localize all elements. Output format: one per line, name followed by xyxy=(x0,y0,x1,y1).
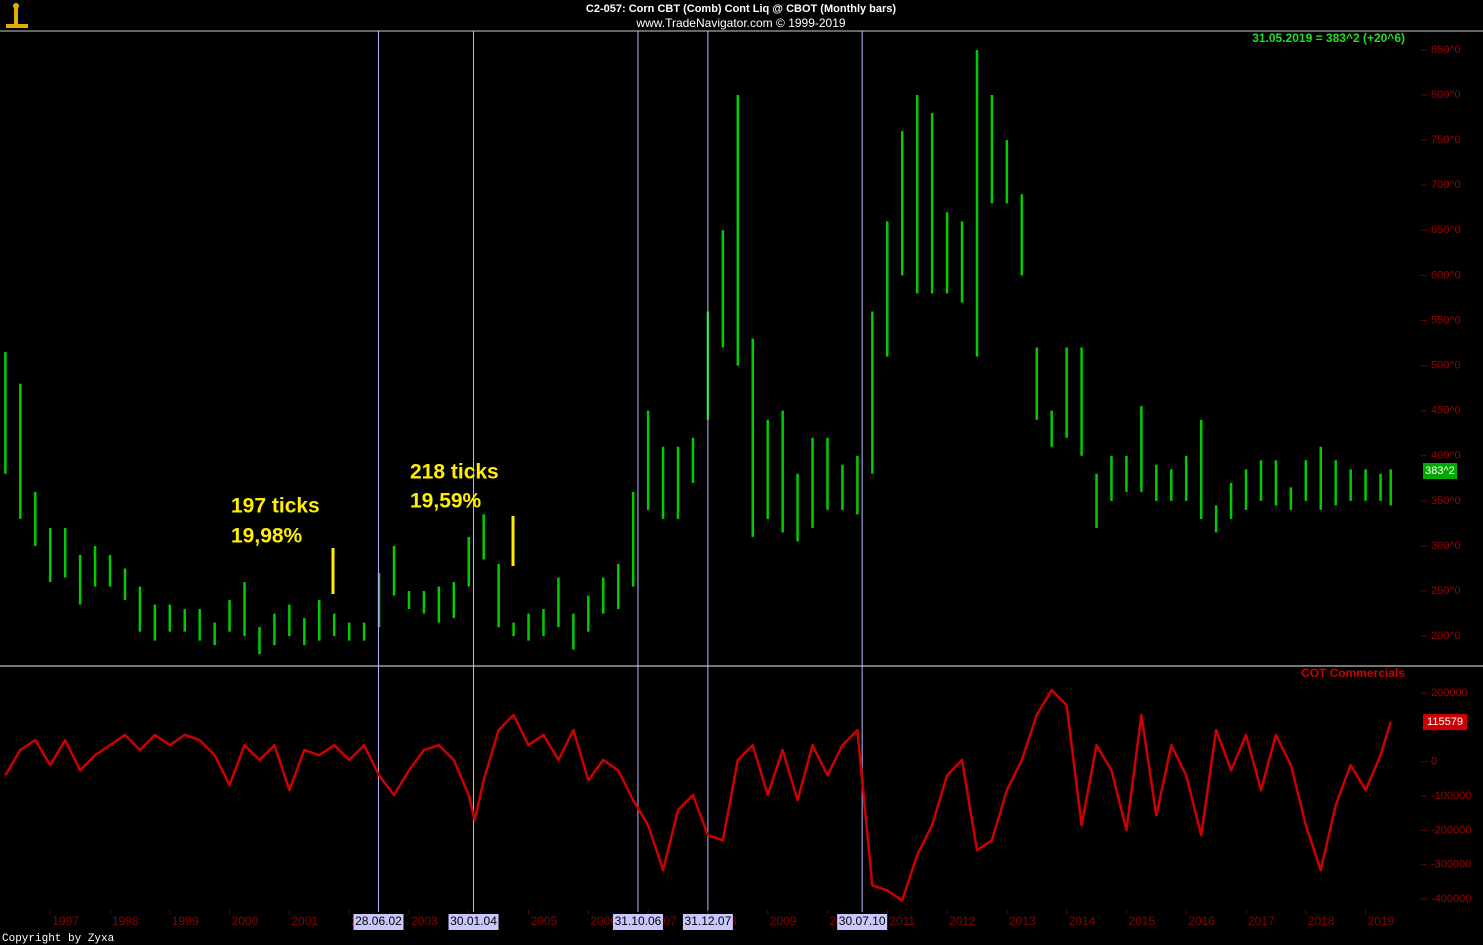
date-marker-box xyxy=(353,914,404,930)
y-tick-label: -100000 xyxy=(1431,790,1471,802)
x-tick-label: 2005 xyxy=(531,914,558,928)
y-tick-label: 850^0 xyxy=(1431,44,1461,56)
y-tick-label: -300000 xyxy=(1431,859,1471,871)
x-tick-label: 2006 xyxy=(590,914,617,928)
y-tick-label: 200000 xyxy=(1431,687,1468,699)
x-tick-label: 2017 xyxy=(1248,914,1275,928)
date-marker-box xyxy=(612,914,663,930)
panel-title: COT Commercials xyxy=(1301,666,1405,680)
x-tick-label: 2015 xyxy=(1128,914,1155,928)
y-tick-label: 200^0 xyxy=(1431,630,1461,642)
x-tick-label: 2009 xyxy=(770,914,797,928)
date-marker-label: 30.07.10 xyxy=(839,914,886,928)
y-tick-label: 250^0 xyxy=(1431,585,1461,597)
x-tick-label: 2019 xyxy=(1368,914,1395,928)
date-marker-label: 31.10.06 xyxy=(615,914,662,928)
x-tick-label: 2013 xyxy=(1009,914,1036,928)
y-tick-label: 0 xyxy=(1431,756,1437,768)
date-marker-label: 30.01.04 xyxy=(450,914,497,928)
y-tick-label: 350^0 xyxy=(1431,495,1461,507)
x-tick-label: 2014 xyxy=(1069,914,1096,928)
y-tick-label: 700^0 xyxy=(1431,179,1461,191)
x-tick-label: 2000 xyxy=(232,914,259,928)
date-marker-label: 28.06.02 xyxy=(355,914,402,928)
x-tick-label: 2012 xyxy=(949,914,976,928)
x-tick-label: 2016 xyxy=(1188,914,1215,928)
date-marker-box xyxy=(448,914,499,930)
date-marker-box xyxy=(837,914,888,930)
x-tick-label: 2018 xyxy=(1308,914,1335,928)
y-tick-label: -200000 xyxy=(1431,824,1471,836)
annotation: 19,59% xyxy=(410,490,482,513)
y-tick-label: 750^0 xyxy=(1431,134,1461,146)
y-tick-label: 300^0 xyxy=(1431,540,1461,552)
date-marker-label: 31.12.07 xyxy=(685,914,732,928)
y-tick-label: 650^0 xyxy=(1431,224,1461,236)
x-tick-label: 2003 xyxy=(411,914,438,928)
y-tick-label: 450^0 xyxy=(1431,405,1461,417)
chart-title: C2-057: Corn CBT (Comb) Cont Liq @ CBOT … xyxy=(586,3,896,15)
y-tick-label: -400000 xyxy=(1431,893,1471,905)
y-tick-label: 500^0 xyxy=(1431,359,1461,371)
y-tick-label: 550^0 xyxy=(1431,314,1461,326)
last-value-label: 115579 xyxy=(1427,716,1463,728)
last-price-box xyxy=(1423,463,1457,479)
y-tick-label: 600^0 xyxy=(1431,269,1461,281)
x-tick-label: 1999 xyxy=(172,914,199,928)
cot-line xyxy=(4,688,1392,902)
chart-subtitle: www.TradeNavigator.com © 1999-2019 xyxy=(635,16,845,30)
annotation: 197 ticks xyxy=(231,495,320,518)
logo xyxy=(6,3,28,28)
copyright: Copyright by Zyxa xyxy=(2,933,115,945)
x-tick-label: 1997 xyxy=(52,914,79,928)
annotation: 19,98% xyxy=(231,525,303,548)
date-marker-box xyxy=(682,914,733,930)
last-value-box xyxy=(1423,714,1467,731)
x-tick-label: 2001 xyxy=(291,914,318,928)
x-tick-label: 2011 xyxy=(889,914,915,928)
y-tick-label: 800^0 xyxy=(1431,89,1461,101)
annotation: 218 ticks xyxy=(410,461,499,484)
status-label: 31.05.2019 = 383^2 (+20^6) xyxy=(1252,31,1405,45)
y-tick-label: 400^0 xyxy=(1431,450,1461,462)
last-price-label: 383^2 xyxy=(1425,465,1455,477)
x-tick-label: 1998 xyxy=(112,914,139,928)
